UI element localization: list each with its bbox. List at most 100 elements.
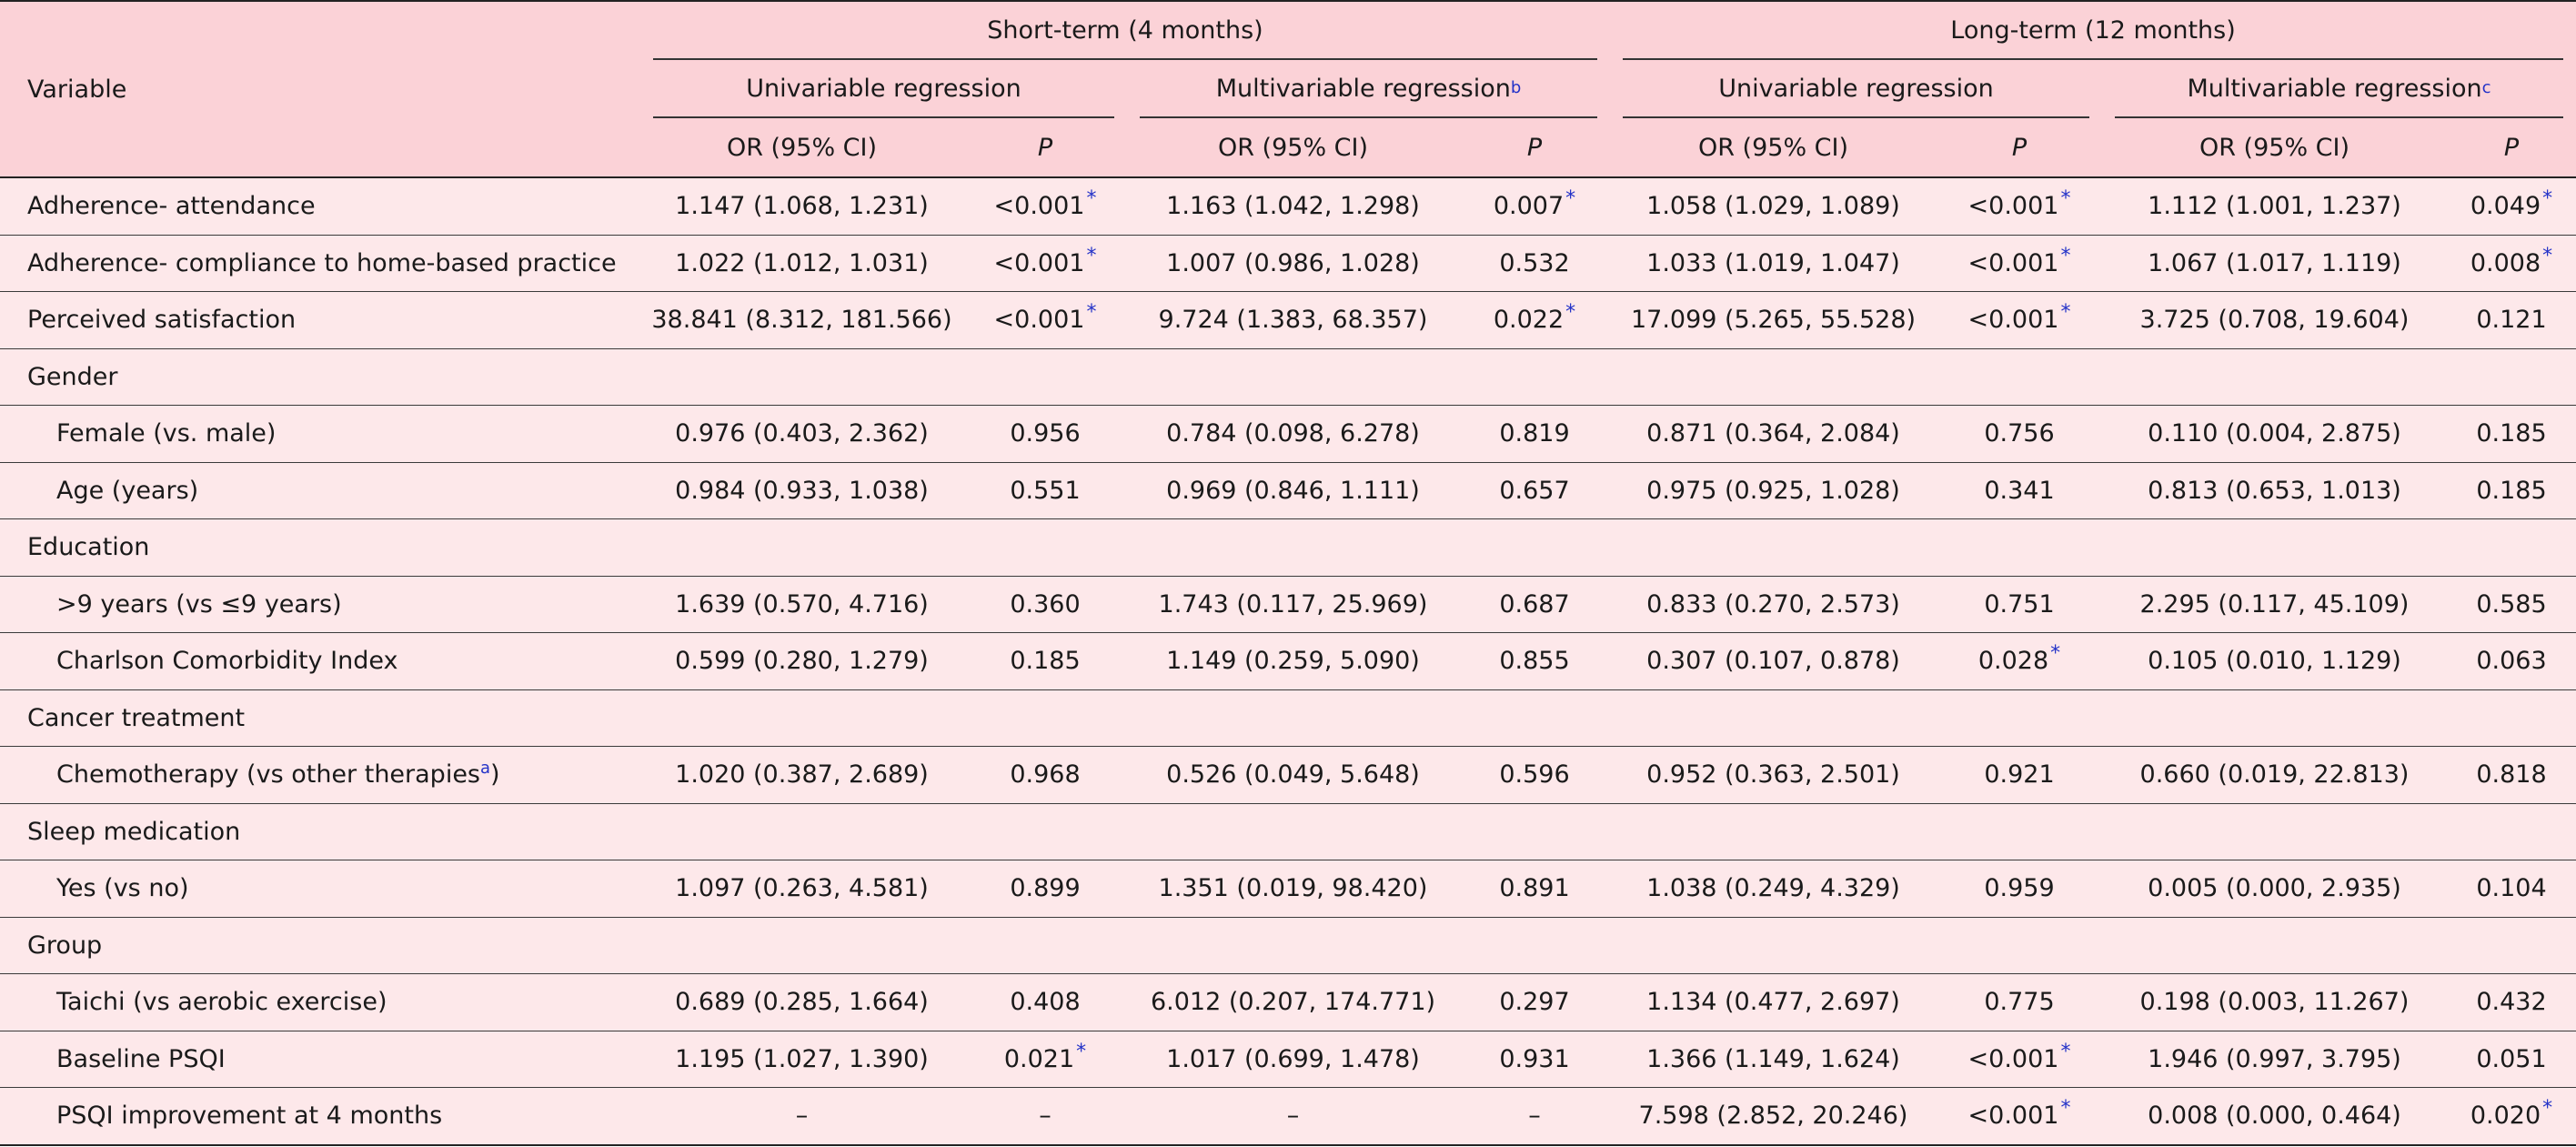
or-cell: 38.841 (8.312, 181.566) [640,292,963,349]
or-cell: 0.008 (0.000, 0.464) [2102,1088,2447,1145]
row-label: Taichi (vs aerobic exercise) [0,974,640,1031]
p-value: 0.185 [2476,476,2547,505]
p-value: 0.855 [1499,647,1570,676]
p-value: <0.001 [993,192,1085,221]
or-value: 1.366 (1.149, 1.624) [1646,1044,1900,1073]
or-header: OR (95% CI) [640,118,963,177]
p-value: 0.931 [1499,1044,1570,1073]
or-cell: – [1127,1088,1459,1145]
or-value: 17.099 (5.265, 55.528) [1630,306,1917,335]
or-cell: 17.099 (5.265, 55.528) [1610,292,1937,349]
p-value: 0.756 [1984,419,2055,448]
p-value-cell: <0.001* [1937,177,2102,235]
row-label-text: Perceived satisfaction [27,306,297,335]
p-value-cell: <0.001* [963,177,1127,235]
or-value: 7.598 (2.852, 20.246) [1638,1102,1908,1131]
table-row: Adherence- compliance to home-based prac… [0,235,2576,292]
p-value-cell: 0.049* [2447,177,2576,235]
significance-star: * [2050,642,2061,666]
or-value: 0.660 (0.019, 22.813) [2139,760,2410,790]
p-value-cell: 0.185 [2447,406,2576,463]
p-value-cell [963,917,1127,974]
or-cell: 0.005 (0.000, 2.935) [2102,860,2447,918]
or-cell: 7.598 (2.852, 20.246) [1610,1088,1937,1145]
p-value-cell [2447,348,2576,406]
p-value: 0.063 [2476,647,2547,676]
footnote-a-marker: a [480,759,491,779]
or-value: 1.020 (0.387, 2.689) [675,760,929,790]
table-row: PSQI improvement at 4 months – – – – 7.598 (2… [0,1087,2576,1145]
p-value: 0.596 [1499,760,1570,790]
long-multivariable-header: Multivariable regression c [2102,60,2576,118]
p-value-cell: 0.020* [2447,1088,2576,1145]
significance-star: * [1076,1040,1087,1063]
or-value: 0.008 (0.000, 0.464) [2148,1102,2401,1131]
table-row: Adherence- attendance 1.147 (1.068, 1.231… [0,177,2576,235]
row-label: Sleep medication [0,803,640,860]
p-value: <0.001 [993,306,1085,335]
or-label: OR (95% CI) [2199,133,2350,162]
p-value: 0.049 [2470,192,2541,221]
significance-star: * [2060,187,2071,211]
row-label-text: Group [27,931,103,960]
row-label-text: Chemotherapy (vs other therapies [56,760,481,790]
p-value: 0.121 [2476,306,2547,335]
or-value: 0.689 (0.285, 1.664) [675,988,929,1017]
p-value: <0.001 [1967,306,2059,335]
p-value-cell: 0.751 [1937,576,2102,633]
row-label: Female (vs. male) [0,406,640,463]
variable-column-header: Variable [0,1,640,177]
or-cell: 0.599 (0.280, 1.279) [640,633,963,690]
long-univariable-header: Univariable regression [1610,60,2102,118]
p-value-cell: – [1459,1088,1610,1145]
p-value-cell [1937,803,2102,860]
or-cell: 1.022 (1.012, 1.031) [640,235,963,292]
p-value: 0.532 [1499,248,1570,277]
or-value: 1.058 (1.029, 1.089) [1646,192,1900,221]
table-row: Cancer treatment [0,689,2576,747]
or-value: – [1286,1102,1300,1131]
or-cell: 1.017 (0.699, 1.478) [1127,1031,1459,1088]
or-cell: 1.743 (0.117, 25.969) [1127,576,1459,633]
p-value: – [1528,1102,1541,1131]
row-label-text: Charlson Comorbidity Index [56,647,398,676]
p-value-cell: <0.001* [1937,1088,2102,1145]
or-header: OR (95% CI) [1610,118,1937,177]
or-cell: 0.975 (0.925, 1.028) [1610,462,1937,519]
or-cell [640,803,963,860]
or-value: 0.005 (0.000, 2.935) [2148,874,2401,903]
or-value: 0.105 (0.010, 1.129) [2148,647,2401,676]
p-value-cell [1937,519,2102,577]
p-value-cell [2447,689,2576,747]
or-value: 0.110 (0.004, 2.875) [2148,419,2401,448]
p-value: 0.408 [1010,988,1081,1017]
or-cell: 9.724 (1.383, 68.357) [1127,292,1459,349]
or-cell: 0.871 (0.364, 2.084) [1610,406,1937,463]
p-value: 0.104 [2476,874,2547,903]
or-value: 0.526 (0.049, 5.648) [1166,760,1420,790]
row-label: PSQI improvement at 4 months [0,1088,640,1145]
or-cell: 1.149 (0.259, 5.090) [1127,633,1459,690]
or-cell: 1.007 (0.986, 1.028) [1127,235,1459,292]
or-cell [640,519,963,577]
or-cell [1610,348,1937,406]
p-value-cell: 0.051 [2447,1031,2576,1088]
p-value: 0.551 [1010,476,1081,505]
p-label: P [1526,133,1543,162]
row-label: Baseline PSQI [0,1031,640,1088]
significance-star: * [2060,1097,2071,1121]
or-cell [640,348,963,406]
p-value-cell: 0.104 [2447,860,2576,918]
p-value-cell: 0.022* [1459,292,1610,349]
p-value-cell [1459,348,1610,406]
row-label-text: >9 years (vs ≤9 years) [56,589,342,619]
row-label: >9 years (vs ≤9 years) [0,576,640,633]
p-value-cell: 0.855 [1459,633,1610,690]
or-cell: 0.110 (0.004, 2.875) [2102,406,2447,463]
p-value: 0.028 [1977,647,2049,676]
p-value-cell [1459,803,1610,860]
or-value: 1.112 (1.001, 1.237) [2148,192,2401,221]
p-value-cell: 0.968 [963,747,1127,804]
p-value-cell: 0.121 [2447,292,2576,349]
or-cell: 1.946 (0.997, 3.795) [2102,1031,2447,1088]
